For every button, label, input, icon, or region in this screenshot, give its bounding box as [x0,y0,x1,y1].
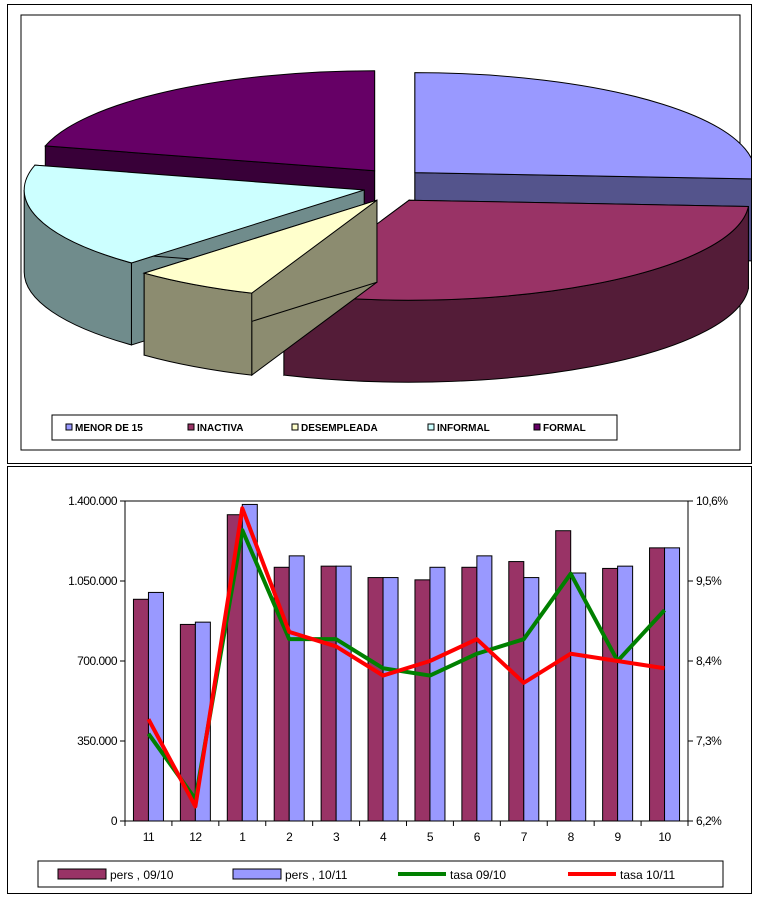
pie-legend-item: INFORMAL [427,423,490,434]
y-right-tick-label: 7,3% [696,734,722,748]
pie-legend-item: INACTIVA [187,423,243,434]
bar-pers-09-10-3 [320,565,337,822]
bar-legend-label: pers , 09/10 [110,868,174,882]
bar-legend: pers , 09/10 pers , 10/11 tasa 09/10 tasa 1… [37,860,724,888]
y-right-tick-label: 6,2% [696,814,722,828]
y-right-tick-label: 9,5% [696,574,722,588]
bar-legend-item: tasa 10/11 [568,868,675,882]
bar-pers-09-10-6 [461,566,478,822]
bar-legend-item: pers , 09/10 [57,868,174,882]
bar-legend-label: tasa 10/11 [620,868,675,882]
pie-legend-item: FORMAL [533,423,586,434]
y-left-tick-label: 700.000 [77,654,118,668]
bar-chart-frame: 0 350.000 700.000 1.050.000 1.400.000 6,2% 7,3… [7,466,752,894]
bar-pers-09-10-11 [132,598,149,822]
bar-pers-09-10-7 [508,561,525,822]
pie-legend-item: DESEMPLEADA [291,423,378,434]
x-tick-label: 10 [658,830,671,844]
x-tick-label: 6 [474,830,481,844]
bar-pers-10-11-1 [241,503,258,822]
x-tick-label: 9 [615,830,622,844]
bar-pers-10-11-7 [523,577,540,822]
bar-pers-09-10-4 [367,577,384,822]
bar-legend-item: pers , 10/11 [232,868,348,882]
bar-legend-swatch [232,868,282,880]
pie-legend-swatch [427,423,435,431]
x-tick-label: 1 [239,830,246,844]
y-left-tick-label: 1.050.000 [68,574,118,588]
pie-legend-label: MENOR DE 15 [75,423,143,434]
pie-legend-swatch [187,423,195,431]
pie-legend-swatch [533,423,541,431]
pie-slice-desempleada [142,199,378,377]
y-left-tick-label: 0 [111,814,118,828]
x-tick-label: 3 [333,830,340,844]
pie-legend-box [51,414,618,441]
pie-legend-label: INACTIVA [197,423,243,434]
y-right-tick-label: 8,4% [696,654,722,668]
bar-pers-10-11-2 [288,555,305,822]
pie-legend-swatch [291,423,299,431]
x-tick-label: 2 [286,830,293,844]
pie-chart: MENOR DE 15 INACTIVA DESEMPLEADA INFORMAL FO… [20,14,751,451]
line-tasa-10-11 [146,506,665,809]
bar-legend-label: tasa 09/10 [450,868,506,882]
line-tasa-09-10 [146,528,667,802]
bar-pers-10-11-6 [476,555,493,822]
x-tick-label: 5 [427,830,434,844]
y-left-tick-label: 350.000 [77,734,118,748]
bar-pers-09-10-5 [414,579,431,822]
bar-pers-10-11-9 [617,565,634,822]
bar-pers-10-11-3 [335,565,352,822]
pie-legend: MENOR DE 15 INACTIVA DESEMPLEADA INFORMAL FO… [51,414,618,441]
y-right-tick-label: 10,6% [696,494,728,508]
pie-chart-frame: MENOR DE 15 INACTIVA DESEMPLEADA INFORMAL FO… [7,4,752,464]
bar-pers-10-11-4 [382,577,399,822]
bar-legend-swatch [57,868,107,880]
bar-pers-09-10-9 [602,567,619,822]
x-tick-label: 7 [521,830,528,844]
bar-pers-10-11-8 [570,572,587,822]
bar-pers-10-11-5 [429,566,446,822]
pie-legend-label: DESEMPLEADA [301,423,378,434]
pie-legend-swatch [65,423,73,431]
pie-legend-item: MENOR DE 15 [65,423,143,434]
x-tick-label: 4 [380,830,387,844]
bar-line-chart: 0 350.000 700.000 1.050.000 1.400.000 6,2% 7,3… [37,494,729,888]
x-tick-label: 8 [568,830,575,844]
x-tick-label: 12 [189,830,202,844]
y-left-tick-label: 1.400.000 [68,494,118,508]
bar-legend-label: pers , 10/11 [285,868,348,882]
bar-pers-09-10-10 [649,547,666,822]
bar-pers-10-11-10 [664,547,681,822]
bar-legend-item: tasa 09/10 [398,868,506,882]
pie-legend-label: INFORMAL [437,423,490,434]
x-tick-label: 11 [143,830,155,844]
bar-pers-10-11-11 [147,591,164,822]
pie-legend-label: FORMAL [543,423,586,434]
